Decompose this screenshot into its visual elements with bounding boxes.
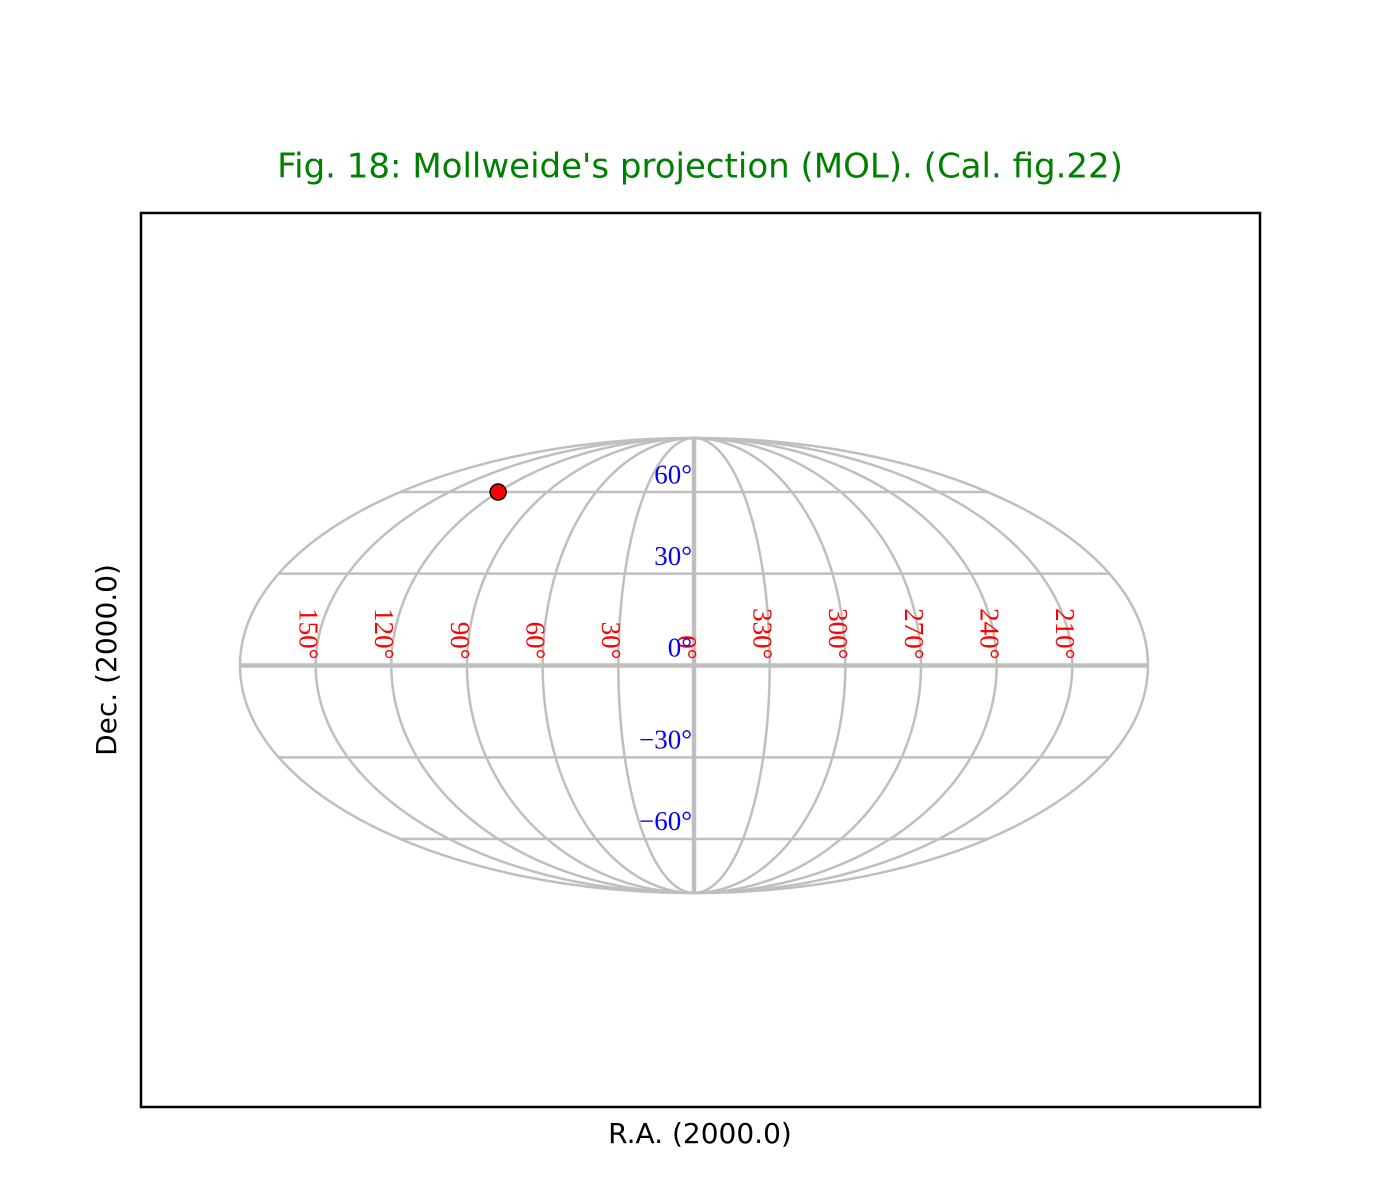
longitude-label: 240° (974, 608, 1004, 659)
chart-title: Fig. 18: Mollweide's projection (MOL). (… (277, 147, 1123, 187)
longitude-label: 0° (672, 635, 702, 659)
graticule (238, 436, 1150, 895)
point (489, 483, 507, 501)
axes-frame (139, 211, 1262, 1109)
longitude-label: 270° (899, 608, 929, 659)
points (489, 483, 507, 501)
latitude-label: 0° (668, 633, 692, 663)
latitude-label: 60° (654, 459, 692, 489)
longitude-label: 30° (596, 622, 626, 660)
longitude-label: 120° (369, 608, 399, 659)
x-axis-label: R.A. (2000.0) (608, 1117, 792, 1150)
y-axis-label: Dec. (2000.0) (90, 564, 123, 756)
latitude-label: −60° (639, 806, 692, 836)
latitude-label: 30° (654, 541, 692, 571)
longitude-label: 210° (1050, 608, 1080, 659)
longitude-label: 90° (445, 622, 475, 660)
longitude-label: 330° (747, 608, 777, 659)
graticule-labels: 150° 120° 90° 60° 30° 0° 330° 300° 270° 240° 210° 6… (293, 459, 1080, 836)
latitude-label: −30° (639, 725, 692, 755)
longitude-label: 60° (520, 622, 550, 660)
longitude-label: 300° (823, 608, 853, 659)
longitude-label: 150° (293, 608, 323, 659)
